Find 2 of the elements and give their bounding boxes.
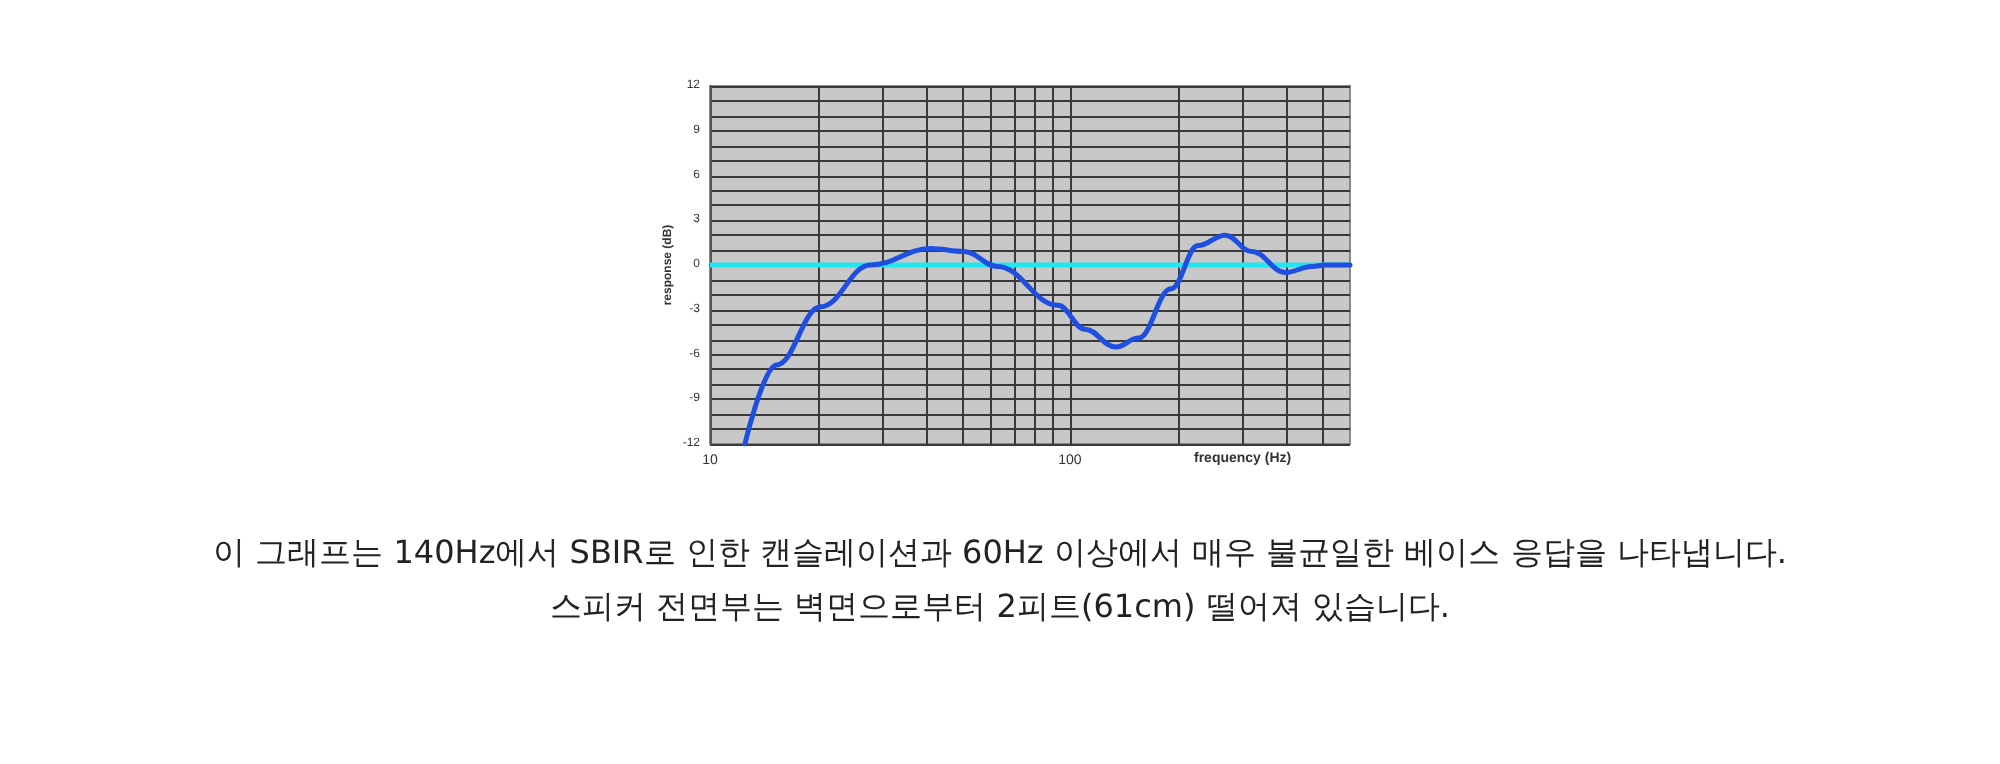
text: 스피커 전면부는 벽면으로부터 2피트(61cm) 떨어져 있습니다. (550, 587, 1450, 625)
text: 이 그래프는 140Hz에서 SBIR로 인한 캔슬레이션과 60Hz 이상에서 매우 불균일한 베이스 응답을 나타냅니다. (213, 533, 1787, 571)
